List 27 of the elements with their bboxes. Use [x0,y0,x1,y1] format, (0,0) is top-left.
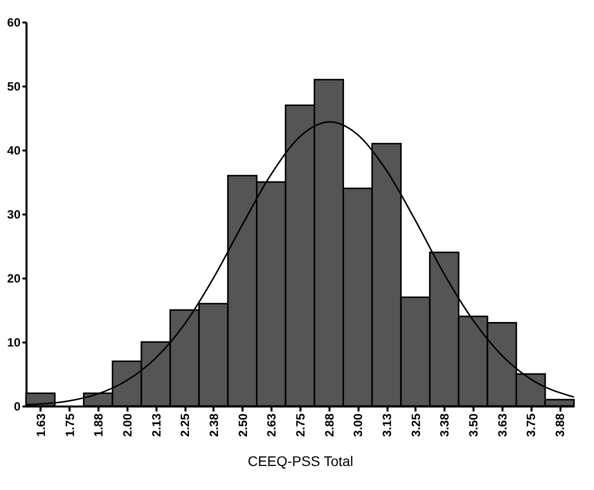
x-tick-label: 1.88 [92,413,106,437]
x-axis-title: CEEQ-PSS Total [248,452,354,469]
y-tick-label: 60 [7,16,21,30]
x-tick-label: 2.50 [236,413,250,437]
y-tick-label: 10 [7,336,21,350]
x-tick-label: 2.13 [149,413,164,437]
x-tick-label: 2.38 [206,413,221,437]
x-tick-label: 2.75 [294,413,308,437]
x-tick-label: 3.38 [438,413,452,437]
y-tick-label: 40 [7,144,21,158]
x-tick-label: 2.63 [264,413,279,437]
y-tick-label: 50 [7,80,21,94]
x-tick-label: 3.63 [495,413,510,437]
x-tick-label: 3.13 [380,413,394,437]
x-tick-label: 2.25 [178,413,192,437]
y-tick-label: 20 [7,272,21,286]
x-tick-label: 1.75 [62,413,77,437]
y-tick-label: 30 [7,208,21,222]
x-tick-label: 3.00 [351,413,366,437]
x-tick-label: 3.50 [466,413,481,437]
x-tick-label: 2.88 [322,413,336,437]
x-tick-label: 1.63 [34,413,48,437]
x-tick-label: 3.88 [553,413,568,437]
x-tick-label: 2.00 [120,413,134,437]
x-tick-label: 3.75 [524,413,538,437]
x-tick-label: 3.25 [408,413,423,437]
y-tick-label: 0 [14,400,21,414]
